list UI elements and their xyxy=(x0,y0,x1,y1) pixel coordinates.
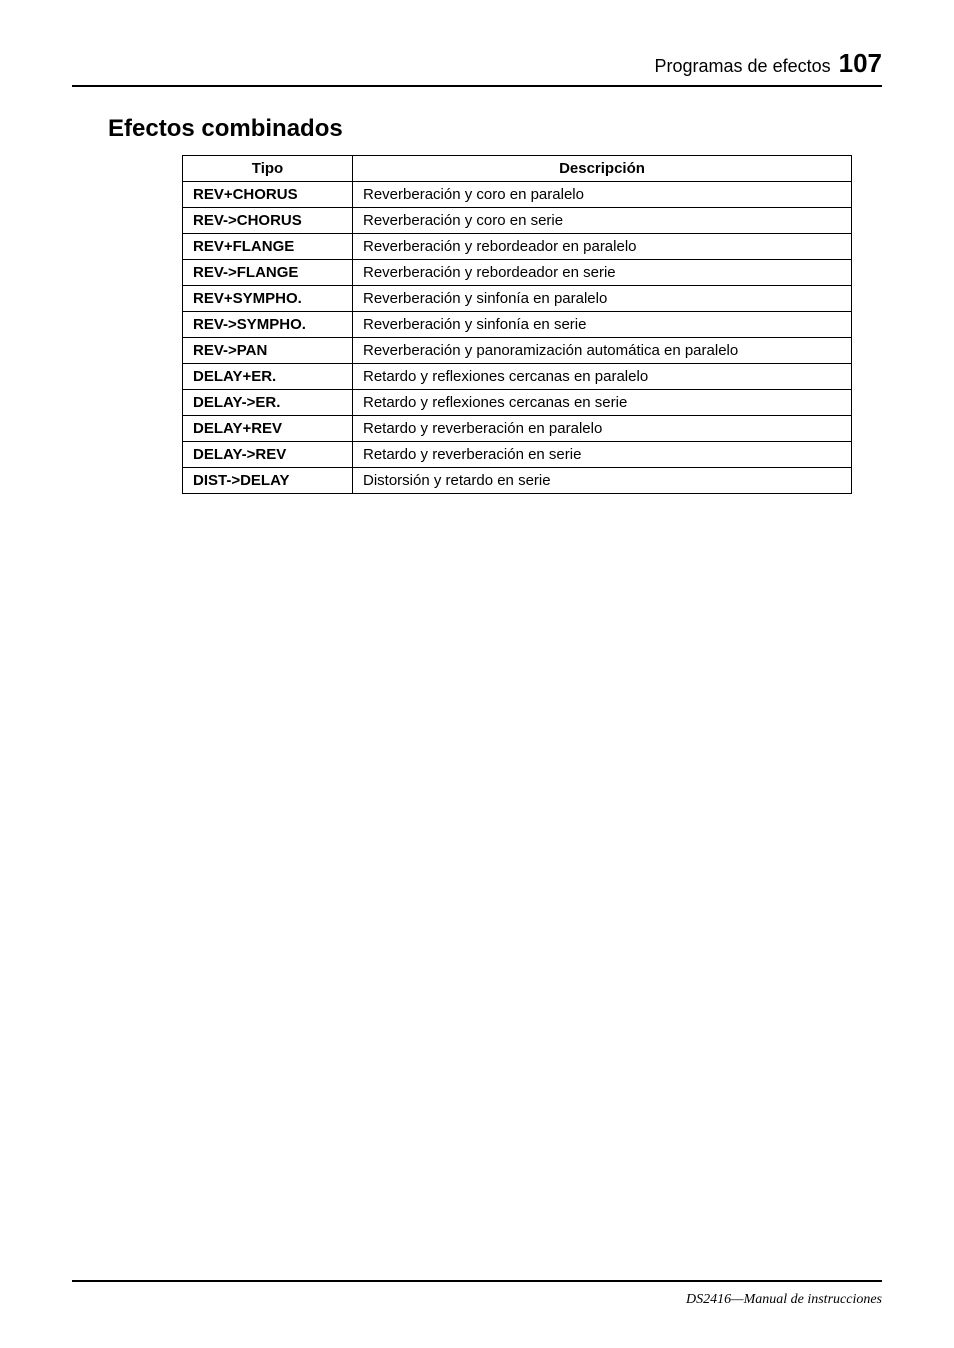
cell-tipo: DELAY+ER. xyxy=(183,364,353,390)
effects-table-wrap: Tipo Descripción REV+CHORUS Reverberació… xyxy=(182,155,852,494)
effects-table: Tipo Descripción REV+CHORUS Reverberació… xyxy=(182,155,852,494)
page-footer: DS2416—Manual de instrucciones xyxy=(72,1280,882,1308)
table-row: REV+FLANGE Reverberación y rebordeador e… xyxy=(183,234,852,260)
cell-tipo: DELAY+REV xyxy=(183,416,353,442)
col-header-tipo: Tipo xyxy=(183,156,353,182)
cell-desc: Reverberación y panoramización automátic… xyxy=(353,338,852,364)
cell-desc: Retardo y reflexiones cercanas en serie xyxy=(353,390,852,416)
table-row: DELAY->REV Retardo y reverberación en se… xyxy=(183,442,852,468)
cell-desc: Reverberación y coro en paralelo xyxy=(353,182,852,208)
cell-desc: Reverberación y rebordeador en serie xyxy=(353,260,852,286)
cell-tipo: REV+FLANGE xyxy=(183,234,353,260)
cell-desc: Retardo y reverberación en serie xyxy=(353,442,852,468)
table-row: REV+SYMPHO. Reverberación y sinfonía en … xyxy=(183,286,852,312)
table-row: DELAY->ER. Retardo y reflexiones cercana… xyxy=(183,390,852,416)
table-row: REV->PAN Reverberación y panoramización … xyxy=(183,338,852,364)
table-row: DELAY+REV Retardo y reverberación en par… xyxy=(183,416,852,442)
cell-desc: Reverberación y coro en serie xyxy=(353,208,852,234)
header-page-number: 107 xyxy=(839,48,882,79)
cell-tipo: REV->FLANGE xyxy=(183,260,353,286)
cell-tipo: REV->SYMPHO. xyxy=(183,312,353,338)
table-header-row: Tipo Descripción xyxy=(183,156,852,182)
cell-tipo: REV->CHORUS xyxy=(183,208,353,234)
cell-tipo: DELAY->ER. xyxy=(183,390,353,416)
cell-desc: Distorsión y retardo en serie xyxy=(353,468,852,494)
cell-desc: Retardo y reflexiones cercanas en parale… xyxy=(353,364,852,390)
col-header-descripcion: Descripción xyxy=(353,156,852,182)
cell-desc: Reverberación y sinfonía en paralelo xyxy=(353,286,852,312)
table-row: DIST->DELAY Distorsión y retardo en seri… xyxy=(183,468,852,494)
section-title: Efectos combinados xyxy=(108,115,882,143)
cell-desc: Reverberación y sinfonía en serie xyxy=(353,312,852,338)
table-row: REV->CHORUS Reverberación y coro en seri… xyxy=(183,208,852,234)
table-row: REV->FLANGE Reverberación y rebordeador … xyxy=(183,260,852,286)
cell-desc: Retardo y reverberación en paralelo xyxy=(353,416,852,442)
table-row: DELAY+ER. Retardo y reflexiones cercanas… xyxy=(183,364,852,390)
cell-tipo: DIST->DELAY xyxy=(183,468,353,494)
cell-desc: Reverberación y rebordeador en paralelo xyxy=(353,234,852,260)
page-header: Programas de efectos 107 xyxy=(72,48,882,87)
cell-tipo: DELAY->REV xyxy=(183,442,353,468)
table-row: REV->SYMPHO. Reverberación y sinfonía en… xyxy=(183,312,852,338)
cell-tipo: REV->PAN xyxy=(183,338,353,364)
cell-tipo: REV+SYMPHO. xyxy=(183,286,353,312)
table-row: REV+CHORUS Reverberación y coro en paral… xyxy=(183,182,852,208)
header-section-title: Programas de efectos xyxy=(655,56,831,77)
page: Programas de efectos 107 Efectos combina… xyxy=(0,0,954,1348)
cell-tipo: REV+CHORUS xyxy=(183,182,353,208)
